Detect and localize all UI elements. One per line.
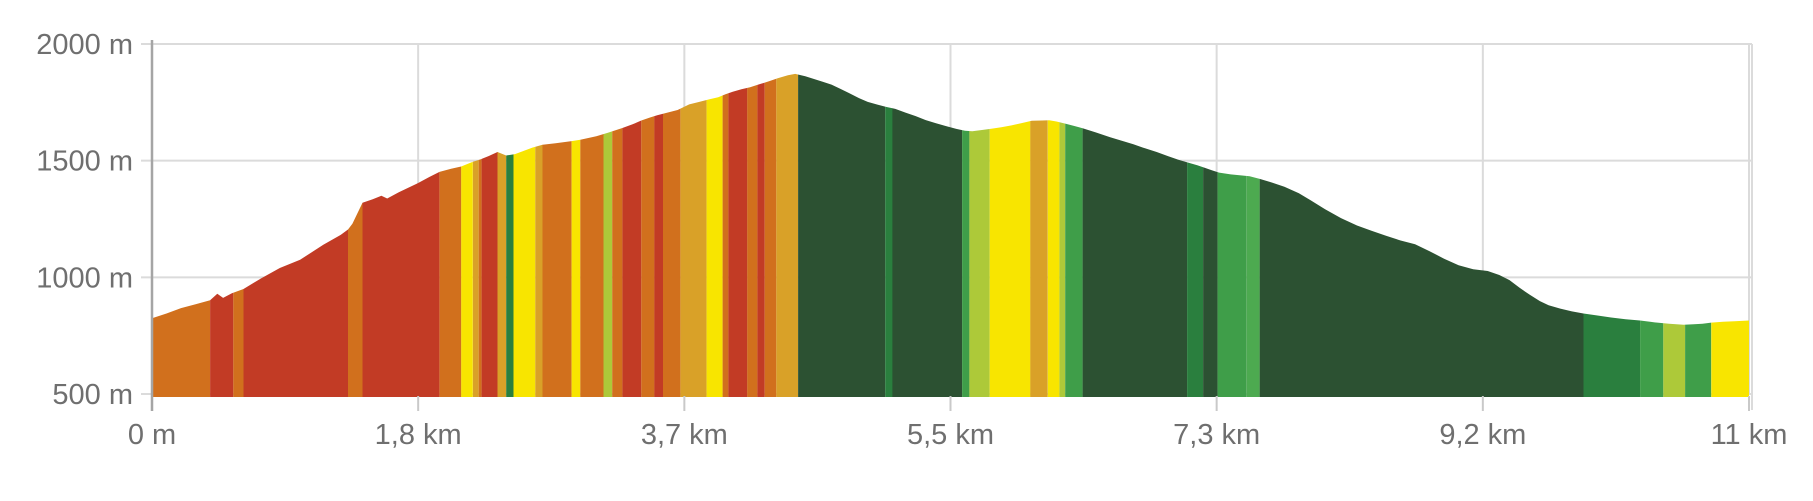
gradient-segment-22-red [654,73,663,397]
gradient-segment-2-orange [233,73,244,397]
x-axis-label-5: 9,2 km [1439,419,1526,451]
gradient-segment-12-forest [506,73,514,397]
y-axis-label-1000: 1000 m [36,262,133,294]
gradient-segment-27-red [728,73,748,397]
gradient-segment-11-goldenrod [497,73,507,397]
gradient-segment-15-orange [542,73,572,397]
gradient-segment-50-yellowgreen [1663,73,1686,397]
gradient-segment-4-orange [348,73,363,397]
gradient-segment-13-yellow [513,73,536,397]
gradient-segment-20-red [622,73,642,397]
gradient-segment-40-yellowgreen [1059,73,1066,397]
gradient-segment-14-goldenrod [535,73,543,397]
gradient-segment-3-red [243,73,348,397]
gradient-segment-6-orange [439,73,462,397]
x-axis-label-1: 1,8 km [375,419,462,451]
gradient-segment-35-mediumgreen [962,73,970,397]
gradient-segment-18-yellowgreen [603,73,613,397]
gradient-segment-28-orange [747,73,758,397]
gradient-segment-1-red [210,73,234,397]
gradient-segment-24-goldenrod [680,73,707,397]
gradient-segment-51-mediumgreen [1685,73,1712,397]
gradient-segment-41-mediumgreen [1065,73,1083,397]
gradient-segment-32-darkgreen [798,73,886,397]
gradient-segment-10-red [481,73,498,397]
x-axis-label-2: 3,7 km [641,419,728,451]
gradient-segment-37-yellow [989,73,1031,397]
gradient-segment-48-forest [1583,73,1641,397]
gradient-segment-31-goldenrod [776,73,799,397]
gradient-segment-21-orange [641,73,655,397]
x-axis-label-0: 0 m [128,419,176,451]
gradient-segment-47-darkgreen [1259,73,1584,397]
y-axis-label-2000: 2000 m [36,29,133,61]
gradient-segment-26-orange [722,73,729,397]
gradient-segment-49-mediumgreen [1640,73,1664,397]
x-axis-label-4: 7,3 km [1173,419,1260,451]
gradient-segment-30-orange [764,73,777,397]
gradient-segment-33-forest [885,73,893,397]
gradient-segment-7-yellow [461,73,473,397]
gradient-segment-46-mediumgreen2 [1246,73,1260,397]
gradient-segment-39-yellow [1047,73,1060,397]
gradient-segment-0-orange [152,73,211,397]
gradient-segment-45-mediumgreen [1217,73,1247,397]
gradient-segment-34-darkgreen [892,73,963,397]
gradient-segment-17-orange [580,73,604,397]
gradient-segment-16-yellow [571,73,581,397]
gradient-segment-5-red [362,73,440,397]
gradient-segment-19-orange [612,73,623,397]
gradient-segment-38-goldenrod [1030,73,1048,397]
y-axis-label-500: 500 m [52,379,133,411]
gradient-segment-43-forest [1187,73,1204,397]
gradient-segment-25-yellow [706,73,723,397]
y-axis-label-1500: 1500 m [36,146,133,178]
gradient-segment-44-darkgreen [1203,73,1218,397]
gradient-segment-9-orange [478,73,482,397]
x-axis-label-3: 5,5 km [907,419,994,451]
x-axis-label-6: 11 km [1711,419,1788,451]
gradient-segment-29-red [757,73,765,397]
gradient-segment-52-yellow [1711,73,1749,397]
gradient-segment-8-goldenrod [472,73,479,397]
gradient-segment-36-yellowgreen [969,73,990,397]
gradient-segment-42-darkgreen [1082,73,1188,397]
gradient-segment-23-orange [663,73,681,397]
